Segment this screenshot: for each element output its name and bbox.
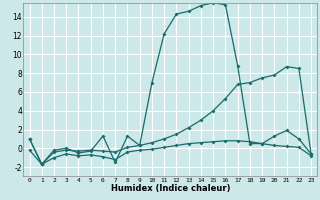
- X-axis label: Humidex (Indice chaleur): Humidex (Indice chaleur): [110, 184, 230, 193]
